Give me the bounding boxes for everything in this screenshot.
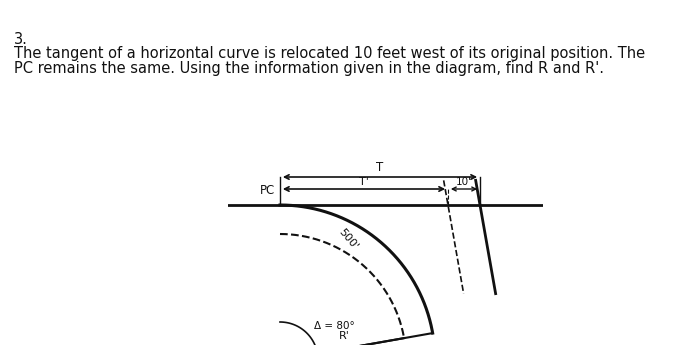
Text: PC: PC (260, 184, 275, 197)
Text: 500': 500' (337, 227, 360, 252)
Text: 3.: 3. (14, 32, 28, 47)
Text: PC remains the same. Using the information given in the diagram, find R and R'.: PC remains the same. Using the informati… (14, 61, 604, 76)
Text: 10': 10' (456, 177, 472, 187)
Text: The tangent of a horizontal curve is relocated 10 feet west of its original posi: The tangent of a horizontal curve is rel… (14, 46, 645, 61)
Text: Δ = 80°: Δ = 80° (314, 321, 355, 331)
Text: T': T' (359, 177, 369, 187)
Text: T: T (377, 161, 384, 174)
Text: R': R' (339, 331, 349, 341)
